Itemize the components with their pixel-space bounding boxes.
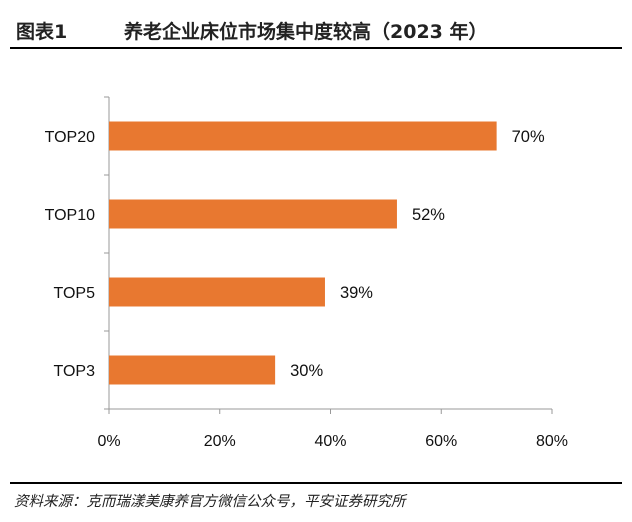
bar xyxy=(109,199,397,229)
bottom-rule xyxy=(10,482,622,484)
figure-header: 图表1 养老企业床位市场集中度较高（2023 年） xyxy=(10,12,622,46)
x-tick-label: 20% xyxy=(204,433,236,450)
x-tick-label: 80% xyxy=(536,433,568,450)
bar xyxy=(109,277,325,307)
data-label: 70% xyxy=(512,128,545,146)
bar-chart: 0% 20% 40% 60% 80% TOP20 70% TOP10 52% TOP5 39% TOP… xyxy=(45,96,568,450)
data-label: 39% xyxy=(340,284,373,302)
top-rule xyxy=(10,47,622,49)
category-label: TOP20 xyxy=(45,129,96,146)
x-tick-label: 60% xyxy=(425,433,457,450)
data-label: 30% xyxy=(290,362,323,380)
data-label: 52% xyxy=(412,206,445,224)
x-tick-label: 40% xyxy=(314,433,346,450)
category-label: TOP3 xyxy=(54,363,96,380)
bar xyxy=(109,121,497,151)
x-tick-label: 0% xyxy=(97,433,120,450)
source-note: 资料来源：克而瑞漾美康养官方微信公众号，平安证券研究所 xyxy=(14,494,406,510)
category-label: TOP10 xyxy=(45,207,96,224)
figure-label: 图表1 xyxy=(16,21,68,43)
category-label: TOP5 xyxy=(54,285,96,302)
figure-title: 养老企业床位市场集中度较高（2023 年） xyxy=(124,21,488,43)
bar xyxy=(109,355,276,385)
